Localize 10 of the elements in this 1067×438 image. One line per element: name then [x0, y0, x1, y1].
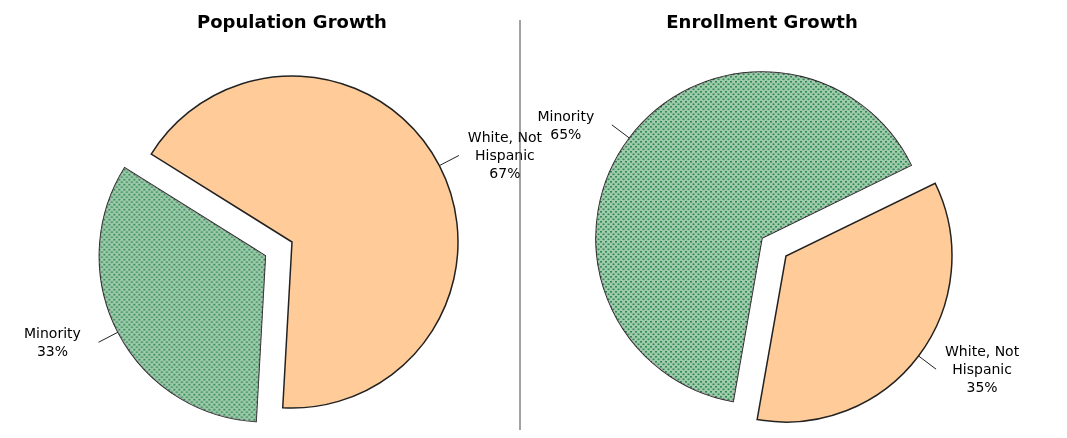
legend-label: White, Not Hispanic: [945, 343, 1020, 378]
data-label: 65%: [550, 125, 582, 142]
chart-title: Population Growth: [197, 11, 387, 32]
chart-title: Enrollment Growth: [666, 11, 858, 32]
legend-label: Minority: [24, 325, 81, 342]
data-label: 33%: [36, 343, 69, 360]
slice-label: White, Not Hispanic: [467, 129, 543, 164]
slice-label: Minority: [537, 107, 595, 124]
data-label: 67%: [489, 165, 521, 182]
data-label: 35%: [966, 379, 998, 396]
